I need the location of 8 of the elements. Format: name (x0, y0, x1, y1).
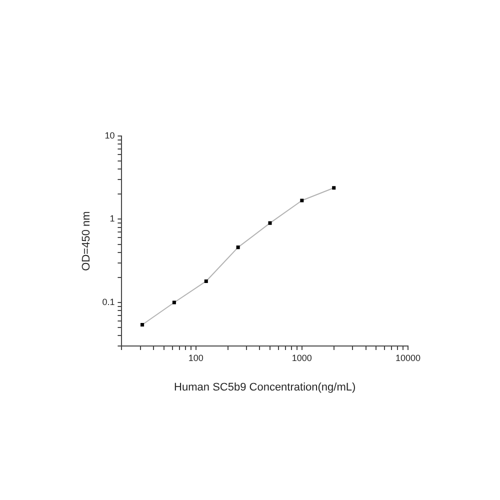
x-tick-label: 100 (188, 352, 204, 363)
y-tick-label: 1 (110, 214, 115, 224)
x-tick-label: 1000 (292, 352, 312, 363)
y-tick-label: 0.1 (102, 296, 115, 307)
y-tick-label: 10 (104, 130, 115, 140)
y-axis-title: OD=450 nm (80, 211, 93, 271)
x-axis-title: Human SC5b9 Concentration(ng/mL) (174, 381, 356, 394)
x-tick-label: 10000 (395, 352, 421, 363)
